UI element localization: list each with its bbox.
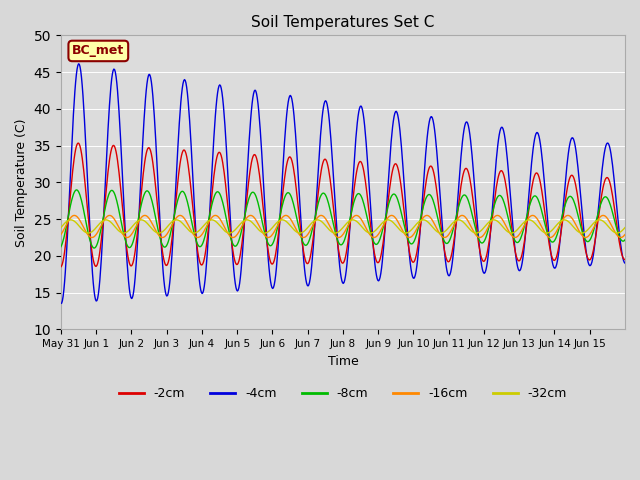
Text: BC_met: BC_met bbox=[72, 45, 124, 58]
Legend: -2cm, -4cm, -8cm, -16cm, -32cm: -2cm, -4cm, -8cm, -16cm, -32cm bbox=[114, 383, 572, 406]
Title: Soil Temperatures Set C: Soil Temperatures Set C bbox=[252, 15, 435, 30]
X-axis label: Time: Time bbox=[328, 355, 358, 368]
Y-axis label: Soil Temperature (C): Soil Temperature (C) bbox=[15, 118, 28, 247]
